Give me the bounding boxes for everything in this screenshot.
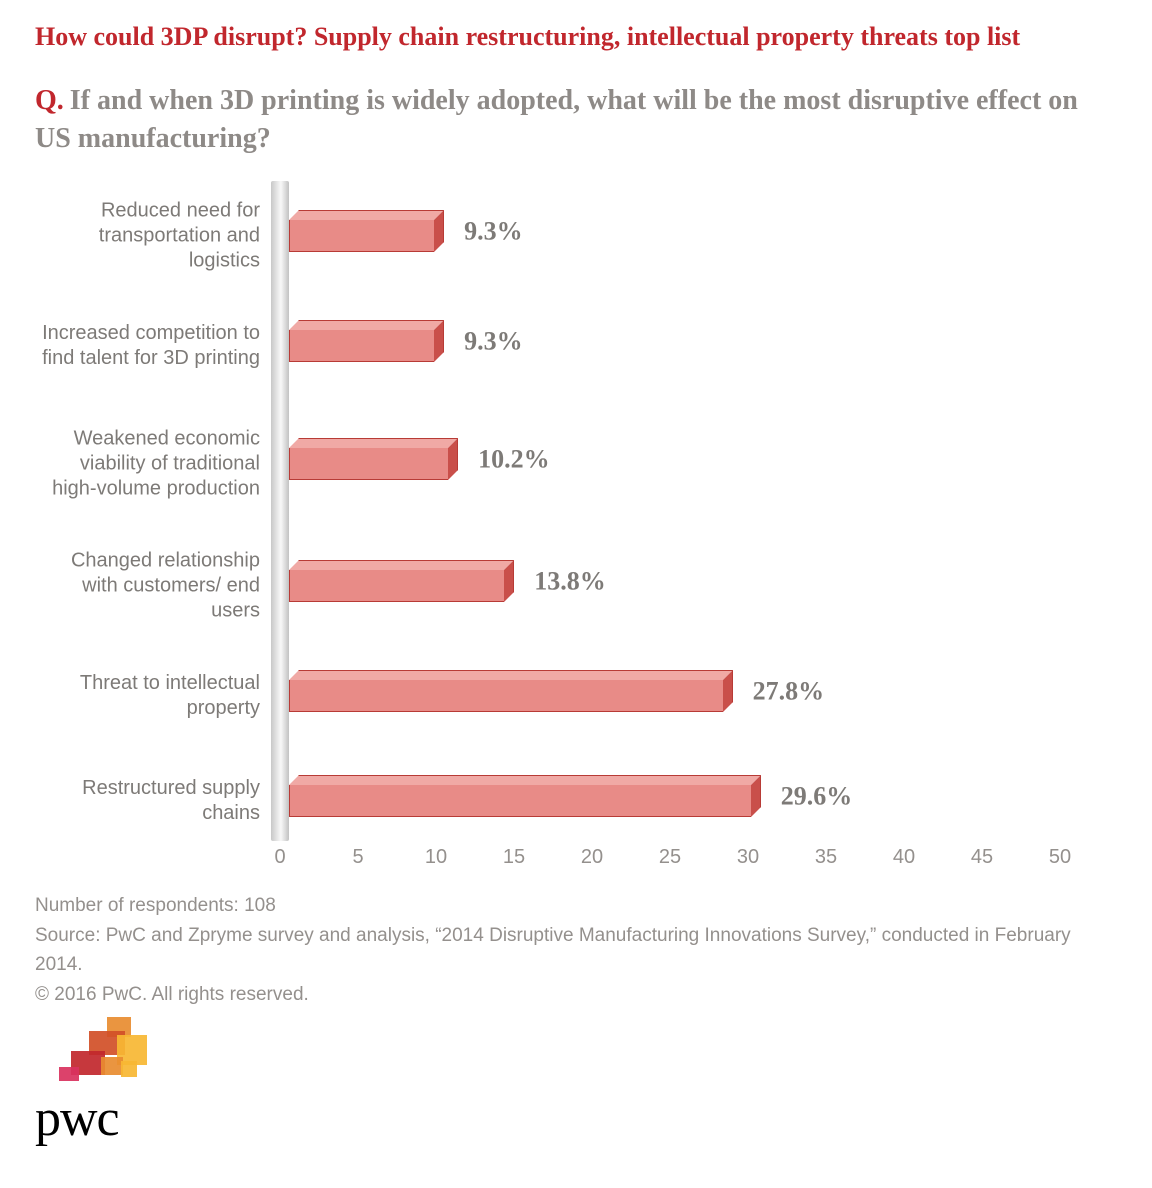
bar-value-label: 13.8% — [534, 567, 606, 597]
bar-category-label: Weakened economic viability of tradition… — [35, 427, 260, 502]
bar — [289, 330, 434, 362]
x-axis-tick: 15 — [503, 846, 525, 869]
pwc-logo: pwc — [35, 1017, 205, 1148]
question-prefix: Q. — [35, 85, 64, 116]
chart-footer: Number of respondents: 108 Source: PwC a… — [35, 891, 1107, 1009]
x-axis-tick: 0 — [274, 846, 285, 869]
bar-row: Restructured supply chains 29.6% — [35, 776, 1085, 826]
chart-title: How could 3DP disrupt? Supply chain rest… — [35, 20, 1107, 54]
bar-value-label: 9.3% — [464, 217, 523, 247]
bar — [289, 220, 434, 252]
logo-block — [121, 1061, 137, 1077]
bar — [289, 448, 448, 480]
survey-question: Q.If and when 3D printing is widely adop… — [35, 82, 1107, 158]
bar-category-label: Restructured supply chains — [35, 776, 260, 826]
copyright-note: © 2016 PwC. All rights reserved. — [35, 980, 1107, 1009]
x-axis-tick: 35 — [815, 846, 837, 869]
pwc-logo-blocks — [59, 1017, 179, 1087]
logo-block — [101, 1057, 123, 1075]
bar — [289, 785, 751, 817]
x-axis-tick: 40 — [893, 846, 915, 869]
bar-category-label: Threat to intellectual property — [35, 671, 260, 721]
logo-block — [59, 1067, 79, 1081]
bar — [289, 570, 504, 602]
y-axis-pole — [271, 181, 289, 841]
source-note: Source: PwC and Zpryme survey and analys… — [35, 921, 1107, 980]
bar-value-label: 10.2% — [478, 445, 550, 475]
bar-row: Changed relationship with customers/ end… — [35, 561, 1085, 611]
x-axis-tick: 10 — [425, 846, 447, 869]
bar-value-label: 27.8% — [753, 677, 825, 707]
bar-row: Reduced need for transportation and logi… — [35, 211, 1085, 261]
x-axis-tick: 45 — [971, 846, 993, 869]
pwc-logo-text: pwc — [35, 1089, 205, 1148]
x-axis-tick: 5 — [352, 846, 363, 869]
bar-category-label: Increased competition to find talent for… — [35, 321, 260, 371]
bar-value-label: 9.3% — [464, 327, 523, 357]
x-axis-tick: 20 — [581, 846, 603, 869]
bar-row: Increased competition to find talent for… — [35, 321, 1085, 371]
bar — [289, 680, 723, 712]
bar-row: Weakened economic viability of tradition… — [35, 439, 1085, 489]
bar-category-label: Reduced need for transportation and logi… — [35, 199, 260, 274]
respondents-note: Number of respondents: 108 — [35, 891, 1107, 920]
bar-chart: Reduced need for transportation and logi… — [35, 181, 1085, 881]
bar-row: Threat to intellectual property 27.8% — [35, 671, 1085, 721]
bar-value-label: 29.6% — [781, 782, 853, 812]
question-text: If and when 3D printing is widely adopte… — [35, 85, 1078, 154]
x-axis-tick: 30 — [737, 846, 759, 869]
bar-category-label: Changed relationship with customers/ end… — [35, 549, 260, 624]
x-axis-tick: 50 — [1049, 846, 1071, 869]
x-axis-tick: 25 — [659, 846, 681, 869]
